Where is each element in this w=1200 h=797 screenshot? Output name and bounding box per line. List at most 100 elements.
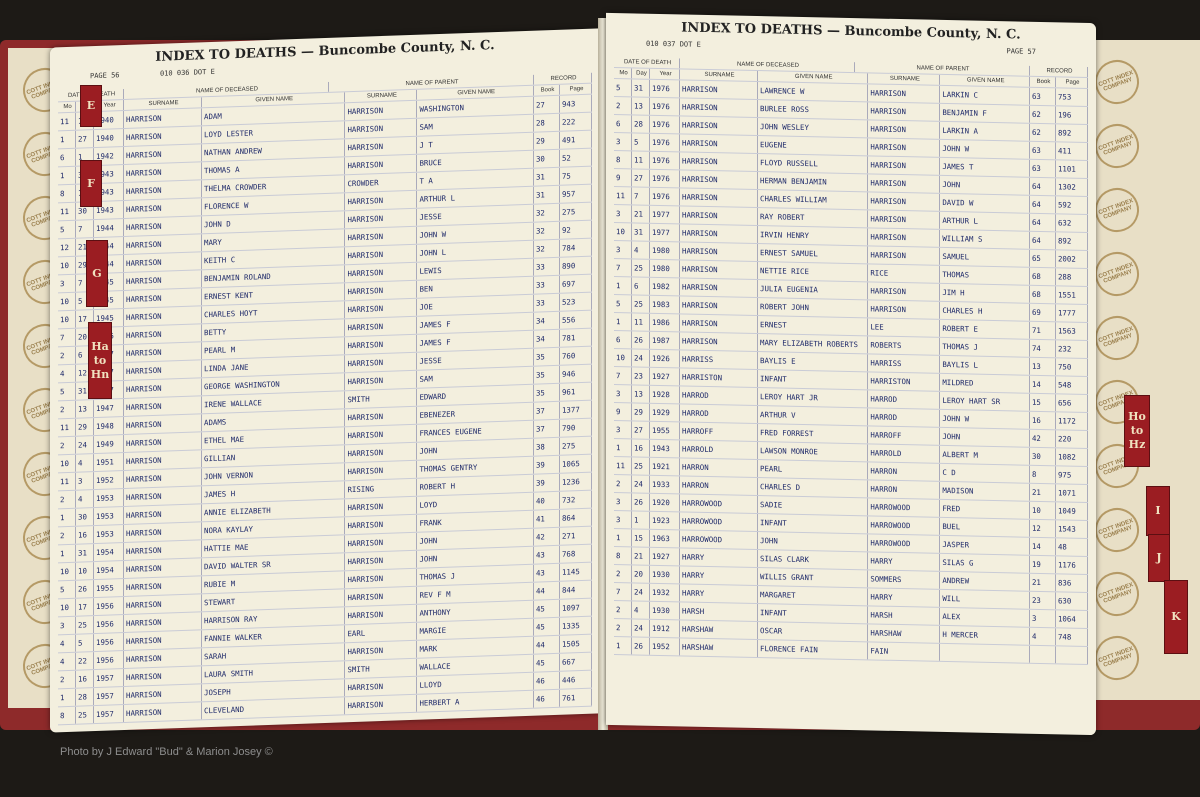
ledger-cell: 35 xyxy=(533,347,560,366)
ledger-cell: HARRISON xyxy=(345,424,418,445)
ledger-cell: HARRISON xyxy=(680,278,758,298)
ledger-cell: HARRISON xyxy=(124,252,202,273)
ledger-cell: 11 xyxy=(58,418,76,437)
column-group: DATE OF DEATH xyxy=(614,57,680,69)
ledger-cell: HARRISON xyxy=(868,102,941,121)
ledger-cell: 411 xyxy=(1055,142,1088,160)
ledger-cell: 16 xyxy=(1029,411,1056,430)
ledger-cell: 836 xyxy=(1055,574,1088,592)
ledger-cell: HARROD xyxy=(680,404,758,424)
ledger-cell: 27 xyxy=(632,421,650,439)
ledger-cell: HARRISON xyxy=(345,190,418,211)
ledger-cell: 92 xyxy=(559,220,592,239)
ledger-cell: HARRISON xyxy=(345,640,418,661)
ledger-cell: 1957 xyxy=(94,687,124,706)
cott-stamp: COTT INDEX COMPANY xyxy=(1088,501,1146,559)
ledger-cell: HARRISON xyxy=(345,676,418,697)
ledger-cell: 14 xyxy=(1029,537,1056,556)
ledger-cell: 2 xyxy=(614,475,632,493)
ledger-cell: 3 xyxy=(614,493,632,511)
ledger-cell: 44 xyxy=(533,581,560,600)
ledger-cell: 5 xyxy=(58,220,76,239)
ledger-cell: FAIN xyxy=(868,642,941,661)
ledger-cell: HARRISON xyxy=(124,684,202,705)
ledger-cell: HARRISON xyxy=(124,180,202,201)
ledger-cell: MARY ELIZABETH ROBERTS xyxy=(758,334,869,354)
cott-stamp: COTT INDEX COMPANY xyxy=(1088,245,1146,303)
ledger-cell: 275 xyxy=(559,436,592,455)
ledger-cell: JOHN W xyxy=(940,409,1030,429)
ledger-cell: 34 xyxy=(533,311,560,330)
ledger-cell: 52 xyxy=(559,148,592,167)
ledger-cell: 68 xyxy=(1029,267,1056,286)
ledger-cell: HARRON xyxy=(868,462,941,481)
ledger-cell: 17 xyxy=(76,598,94,616)
ledger-cell: 2 xyxy=(614,601,632,619)
ledger-cell: 790 xyxy=(559,418,592,437)
ledger-cell: HARROWOOD xyxy=(680,494,758,514)
ledger-cell: 1777 xyxy=(1055,304,1088,322)
ledger-cell: HARRISON xyxy=(345,208,418,229)
ledger-cell: 1064 xyxy=(1055,610,1088,628)
ledger-cell: HARRISON xyxy=(124,270,202,291)
ledger-cell: 1986 xyxy=(650,313,680,332)
ledger-cell: 630 xyxy=(1055,592,1088,610)
ledger-cell: SADIE xyxy=(758,496,869,516)
ledger-cell: 26 xyxy=(632,637,650,655)
ledger-cell: 64 xyxy=(1029,195,1056,214)
ledger-cell: 4 xyxy=(58,652,76,671)
ledger-cell: 14 xyxy=(1029,375,1056,394)
ledger-cell: 8 xyxy=(1029,465,1056,484)
ledger-cell: 1 xyxy=(58,166,76,185)
ledger-cell: 1 xyxy=(614,277,632,295)
ledger-cell: 1563 xyxy=(1055,322,1088,340)
ledger-cell: 1928 xyxy=(650,385,680,404)
ledger-cell: JOHN xyxy=(758,532,869,552)
ledger-cell: SILAS G xyxy=(940,553,1030,573)
ledger-cell: 1176 xyxy=(1055,556,1088,574)
ledger-cell: 62 xyxy=(1029,105,1056,124)
ledger-cell: HARRISON xyxy=(124,450,202,471)
ledger-cell: 1977 xyxy=(650,205,680,224)
ledger-cell: 1377 xyxy=(559,400,592,419)
ledger-cell: 3 xyxy=(58,616,76,635)
ledger-cell: 4 xyxy=(58,364,76,383)
ledger-cell: HARRON xyxy=(680,476,758,496)
ledger-cell: 491 xyxy=(559,130,592,149)
ledger-cell: 1956 xyxy=(94,651,124,670)
ledger-cell: HARRISON xyxy=(345,226,418,247)
ledger-cell: HARRISON xyxy=(124,432,202,453)
ledger-cell: 13 xyxy=(632,385,650,403)
ledger-cell: 28 xyxy=(632,115,650,133)
ledger-cell: ARTHUR L xyxy=(940,211,1030,231)
ledger-cell: HARSH xyxy=(680,602,758,622)
ledger-cell: HARRY xyxy=(680,548,758,568)
ledger-cell: 864 xyxy=(559,508,592,527)
ledger-cell: 271 xyxy=(559,526,592,545)
ledger-cell xyxy=(1055,646,1088,664)
ledger-cell: PEARL xyxy=(758,460,869,480)
ledger-cell: 33 xyxy=(533,257,560,276)
ledger-cell: ANDREW xyxy=(940,571,1030,591)
ledger-cell: HARRISON xyxy=(345,370,418,391)
ledger-cell: 25 xyxy=(76,616,94,634)
ledger-cell: HARRISTON xyxy=(868,372,941,391)
ledger-cell: 6 xyxy=(614,331,632,349)
ledger-cell: JAMES T xyxy=(940,157,1030,177)
ledger-cell: 3 xyxy=(614,421,632,439)
ledger-cell: 15 xyxy=(1029,393,1056,412)
ledger-cell: HARRISON xyxy=(345,154,418,175)
ledger-cell: 25 xyxy=(632,259,650,277)
ledger-cell: SMITH xyxy=(345,388,418,409)
ledger-cell: 35 xyxy=(533,365,560,384)
column-header: Mo xyxy=(58,101,76,113)
ledger-cell: HARRISON xyxy=(124,108,202,129)
ledger-cell: BAYLIS L xyxy=(940,355,1030,375)
ledger-cell: 3 xyxy=(614,511,632,529)
column-group: RECORD xyxy=(1030,65,1088,77)
ledger-cell: 4 xyxy=(632,241,650,259)
ledger-cell: 1956 xyxy=(94,597,124,616)
ledger-cell: 31 xyxy=(632,223,650,241)
ledger-cell: 196 xyxy=(1055,106,1088,124)
ledger-cell: ALBERT M xyxy=(940,445,1030,465)
